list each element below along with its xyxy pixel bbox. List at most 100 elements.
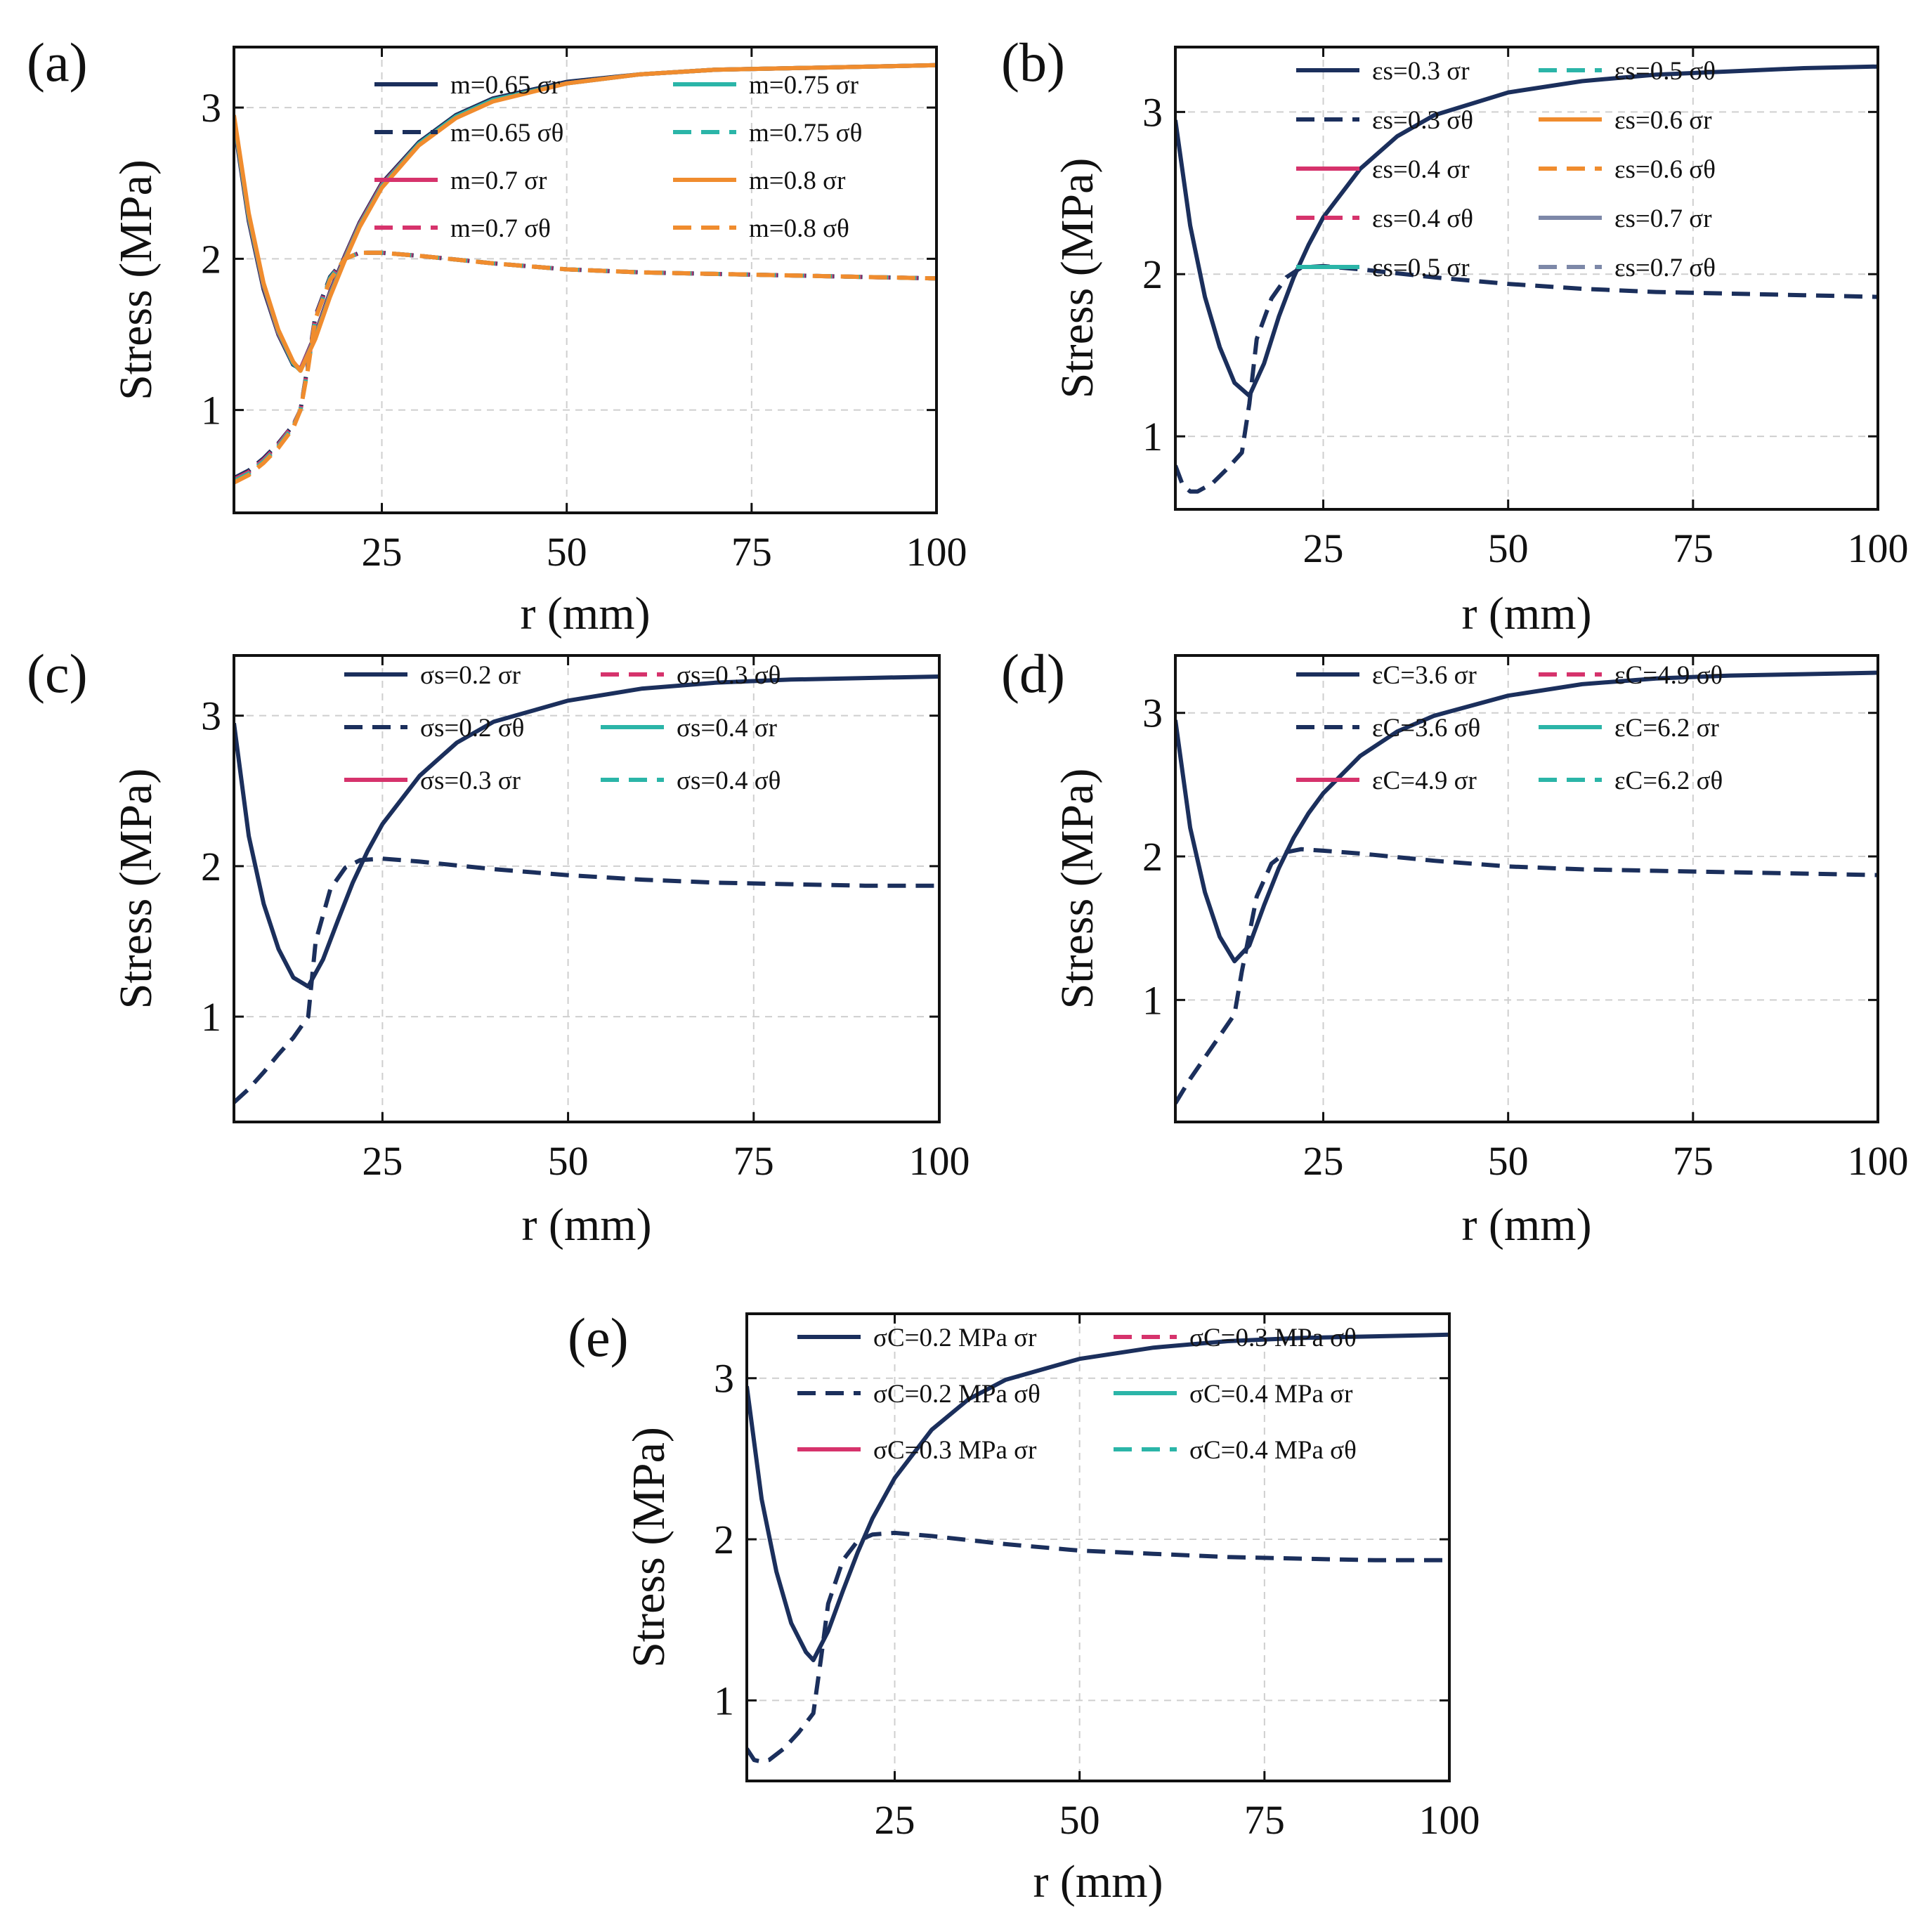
panel-label: (e) xyxy=(568,1307,629,1368)
legend-entry-label: σC=0.2 MPa σθ xyxy=(873,1380,1040,1409)
legend-entry-label: εs=0.5 σr xyxy=(1372,254,1470,282)
legend-entry-label: εs=0.3 σr xyxy=(1372,57,1470,86)
legend-entry-label: σC=0.4 MPa σθ xyxy=(1189,1436,1357,1465)
legend-entry-label: σC=0.3 MPa σθ xyxy=(1189,1324,1357,1352)
legend-entry-label: εs=0.6 σθ xyxy=(1614,155,1716,184)
y-axis-label: Stress (MPa) xyxy=(110,769,162,1010)
panel-label: (a) xyxy=(27,32,88,93)
x-tick-label: 50 xyxy=(547,529,587,575)
series-line-2 xyxy=(234,250,936,481)
y-tick-label: 1 xyxy=(201,388,221,433)
legend-entry-label: m=0.75 σθ xyxy=(749,119,862,148)
legend-entry-label: σs=0.2 σr xyxy=(420,661,521,690)
axes-frame xyxy=(745,1312,1451,1782)
x-axis-label: r (mm) xyxy=(521,1199,651,1251)
legend-entry-label: m=0.65 σθ xyxy=(450,119,563,148)
legend-entry-label: σs=0.3 σr xyxy=(420,766,521,795)
x-tick-label: 25 xyxy=(1303,526,1344,571)
y-tick-label: 1 xyxy=(201,994,221,1040)
y-tick-label: 2 xyxy=(1142,834,1163,880)
y-tick-label: 1 xyxy=(714,1678,734,1723)
axes-frame xyxy=(1174,46,1879,511)
panel-label: (d) xyxy=(1001,643,1065,704)
legend-entry-label: m=0.7 σθ xyxy=(450,214,551,243)
legend-entry-label: m=0.8 σθ xyxy=(749,214,849,243)
legend-entry-label: σC=0.2 MPa σr xyxy=(873,1324,1036,1352)
legend-entry-label: m=0.8 σr xyxy=(749,167,845,195)
x-tick-label: 100 xyxy=(909,1138,970,1184)
y-tick-label: 1 xyxy=(1142,414,1163,459)
y-tick-label: 2 xyxy=(1142,252,1163,297)
y-tick-label: 2 xyxy=(201,844,221,889)
x-axis-label: r (mm) xyxy=(1461,1199,1591,1251)
legend-entry-label: εC=4.9 σr xyxy=(1372,766,1477,795)
legend-entry-label: εs=0.4 σr xyxy=(1372,155,1470,184)
series-line-4 xyxy=(234,250,936,482)
y-tick-label: 3 xyxy=(201,85,221,131)
x-axis-label: r (mm) xyxy=(1461,588,1591,639)
axes-frame xyxy=(1174,654,1879,1123)
y-axis-label: Stress (MPa) xyxy=(1052,769,1103,1010)
series-line-2 xyxy=(1175,847,1878,1104)
x-axis-label: r (mm) xyxy=(520,588,650,639)
legend-entry-label: εC=4.9 σθ xyxy=(1614,661,1723,690)
x-tick-label: 75 xyxy=(1244,1797,1285,1843)
x-tick-label: 100 xyxy=(1419,1797,1480,1843)
series-group xyxy=(234,63,936,485)
x-tick-label: 75 xyxy=(731,529,772,575)
x-tick-label: 25 xyxy=(1303,1138,1344,1184)
axes-frame xyxy=(233,46,938,514)
x-tick-label: 100 xyxy=(906,529,967,575)
x-tick-label: 25 xyxy=(362,1138,403,1184)
series-line-6 xyxy=(234,250,936,483)
legend-entry-label: σs=0.4 σθ xyxy=(677,766,781,795)
y-tick-label: 3 xyxy=(201,693,221,739)
panel-label: (c) xyxy=(27,643,88,704)
x-tick-label: 75 xyxy=(1673,1138,1714,1184)
legend: εC=3.6 σr εC=3.6 σθ εC=4.9 σr εC=4.9 σθ εC=6… xyxy=(1296,661,1723,795)
legend-entry-label: σs=0.2 σθ xyxy=(420,714,524,743)
legend-entry-label: σC=0.3 MPa σr xyxy=(873,1436,1036,1465)
series-line-2 xyxy=(1175,263,1878,494)
legend-entry-label: εs=0.7 σθ xyxy=(1614,254,1716,282)
y-tick-label: 3 xyxy=(1142,89,1163,135)
y-axis-label: Stress (MPa) xyxy=(623,1427,674,1668)
series-line-1 xyxy=(1175,670,1878,964)
series-group xyxy=(1175,670,1878,1104)
y-tick-label: 1 xyxy=(1142,977,1163,1023)
legend-entry-label: m=0.7 σr xyxy=(450,167,547,195)
x-tick-label: 50 xyxy=(1059,1797,1100,1843)
axes-frame xyxy=(233,654,941,1123)
legend: σs=0.2 σr σs=0.2 σθ σs=0.3 σr σs=0.3 σθ σs=0… xyxy=(344,661,781,795)
series-line-1 xyxy=(234,674,939,989)
x-tick-label: 25 xyxy=(875,1797,915,1843)
x-tick-label: 75 xyxy=(733,1138,774,1184)
legend-entry-label: εs=0.6 σr xyxy=(1614,106,1712,135)
legend-entry-label: εs=0.3 σθ xyxy=(1372,106,1473,135)
series-line-1 xyxy=(1175,64,1878,398)
y-tick-label: 2 xyxy=(714,1517,734,1562)
legend-entry-label: σs=0.4 σr xyxy=(677,714,777,743)
series-line-2 xyxy=(747,1530,1449,1764)
chart-panel-1: 25 50 75 100 1 2 3 r (mm) Stress (MPa) (a) m=0.65 … xyxy=(27,32,967,639)
y-axis-label: Stress (MPa) xyxy=(1052,158,1103,399)
series-line-7 xyxy=(234,63,936,373)
legend-entry-label: εC=3.6 σθ xyxy=(1372,714,1480,743)
x-tick-label: 50 xyxy=(548,1138,589,1184)
series-group xyxy=(747,1332,1449,1764)
legend: σC=0.2 MPa σr σC=0.2 MPa σθ σC=0.3 MPa σr σ… xyxy=(797,1324,1357,1465)
legend-entry-label: σC=0.4 MPa σr xyxy=(1189,1380,1352,1409)
panel-label: (b) xyxy=(1001,32,1065,93)
y-tick-label: 2 xyxy=(201,236,221,282)
x-tick-label: 100 xyxy=(1848,526,1909,571)
legend-entry-label: εC=3.6 σr xyxy=(1372,661,1477,690)
series-line-1 xyxy=(747,1332,1449,1662)
chart-panel-4: 25 50 75 100 1 2 3 r (mm) Stress (MPa) (d) εC=3.6 … xyxy=(1001,643,1909,1251)
legend-entry-label: εC=6.2 σr xyxy=(1614,714,1719,743)
chart-panel-5: 25 50 75 100 1 2 3 r (mm) Stress (MPa) (e) σC=0.2 … xyxy=(568,1307,1480,1907)
x-tick-label: 75 xyxy=(1673,526,1714,571)
legend: εs=0.3 σr εs=0.3 σθ εs=0.4 σr εs=0.4 σθ εs=0… xyxy=(1296,57,1716,282)
legend-entry-label: m=0.65 σr xyxy=(450,71,560,100)
series-line-8 xyxy=(234,250,936,485)
y-axis-label: Stress (MPa) xyxy=(110,159,162,400)
